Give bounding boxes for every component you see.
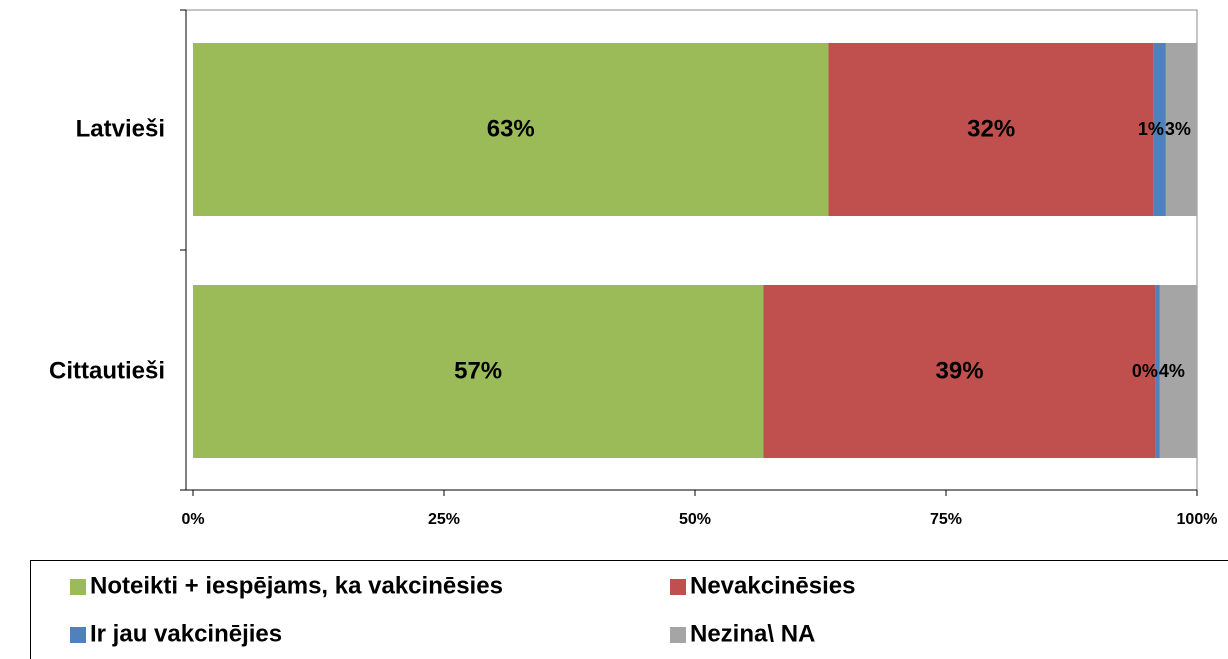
- bar-segment: [193, 285, 764, 458]
- bar-segment: [828, 43, 1154, 216]
- legend-swatch: [670, 627, 686, 643]
- legend-label: Ir jau vakcinējies: [90, 620, 282, 647]
- legend-swatch: [70, 627, 86, 643]
- data-label: 63%: [487, 115, 535, 142]
- x-tick-label: 0%: [181, 511, 204, 528]
- bar-segment: [1159, 285, 1197, 458]
- data-label: 0%: [1132, 361, 1158, 381]
- data-label: 3%: [1165, 119, 1191, 139]
- x-tick-label: 75%: [930, 511, 962, 528]
- bar-segment: [193, 43, 829, 216]
- data-label: 57%: [454, 357, 502, 384]
- bar-segment: [1165, 43, 1197, 216]
- category-label: Cittautieši: [49, 357, 165, 384]
- data-label: 1%: [1138, 119, 1164, 139]
- bar-segment: [1155, 285, 1160, 458]
- data-label: 39%: [936, 357, 984, 384]
- x-tick-label: 25%: [428, 511, 460, 528]
- bar-segment: [763, 285, 1156, 458]
- bar-segment: [1153, 43, 1166, 216]
- legend-swatch: [670, 579, 686, 595]
- legend-label: Nevakcinēsies: [690, 572, 855, 599]
- legend-label: Noteikti + iespējams, ka vakcinēsies: [90, 572, 503, 599]
- x-tick-label: 100%: [1177, 511, 1218, 528]
- legend-box: [30, 560, 1228, 659]
- legend-swatch: [70, 579, 86, 595]
- legend-label: Nezina\ NA: [690, 620, 815, 647]
- category-label: Latvieši: [76, 115, 165, 142]
- x-tick-label: 50%: [679, 511, 711, 528]
- data-label: 4%: [1159, 361, 1185, 381]
- data-label: 32%: [967, 115, 1015, 142]
